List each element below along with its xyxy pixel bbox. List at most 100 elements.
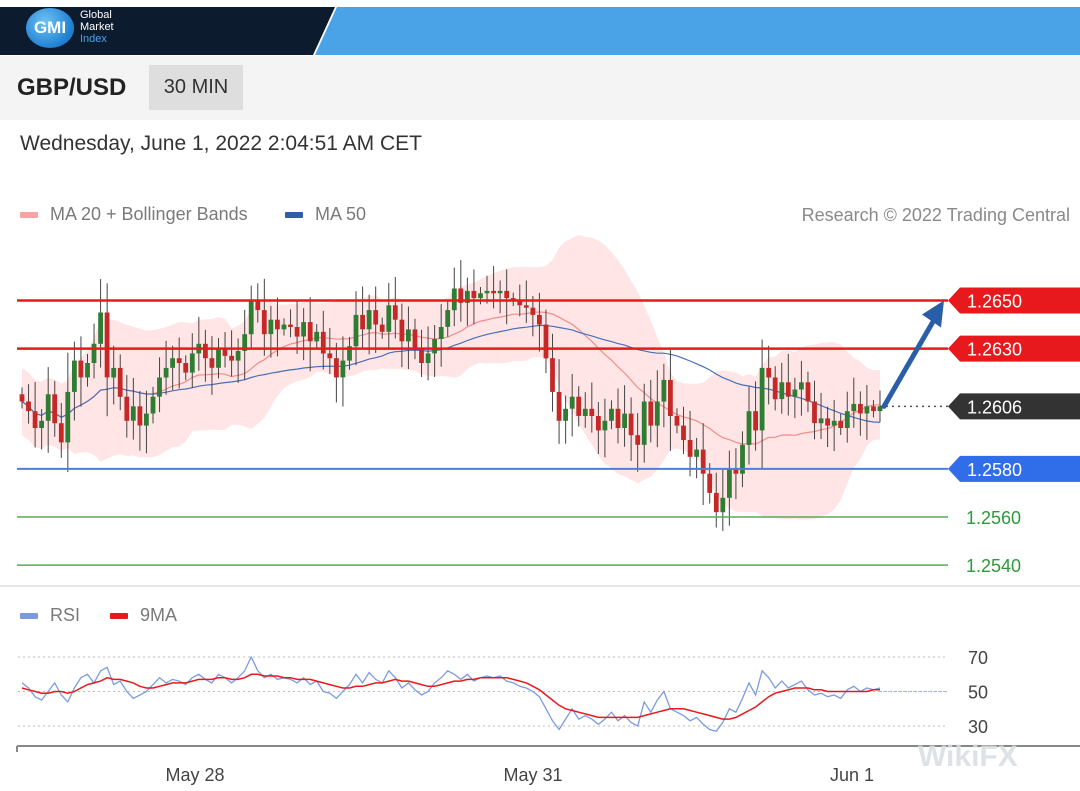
candle xyxy=(720,469,726,531)
brand-name-line2: Market xyxy=(80,21,114,33)
candle xyxy=(235,338,241,383)
candle-body xyxy=(379,324,385,332)
ma50-line xyxy=(21,324,881,423)
candle-body xyxy=(307,322,313,342)
candle xyxy=(39,408,44,450)
candle-body xyxy=(144,413,149,426)
candle-body xyxy=(65,391,71,443)
candle xyxy=(641,383,647,463)
candle-body xyxy=(576,396,582,416)
candle-body xyxy=(668,379,673,416)
candle xyxy=(635,413,641,472)
candle-body xyxy=(347,346,352,361)
candle xyxy=(792,377,798,419)
candle-body xyxy=(386,305,392,332)
candle xyxy=(563,395,568,444)
ma20-line xyxy=(21,311,881,445)
candle-body xyxy=(622,413,627,428)
candle xyxy=(569,373,575,437)
candle xyxy=(556,359,562,444)
candle xyxy=(687,410,693,477)
candle xyxy=(203,329,208,382)
candle-body xyxy=(111,367,117,378)
candle-body xyxy=(98,312,103,344)
candle xyxy=(229,330,234,377)
candle-body xyxy=(609,408,614,421)
candle xyxy=(111,345,117,405)
candle-body xyxy=(648,401,654,426)
rsi-tick-label: 50 xyxy=(968,683,988,703)
chart-datetime: Wednesday, June 1, 2022 2:04:51 AM CET xyxy=(20,132,422,155)
candle-body xyxy=(360,314,365,330)
candle-body xyxy=(812,401,817,424)
candle xyxy=(255,283,261,323)
candle-body xyxy=(235,351,241,361)
candle-body xyxy=(805,382,811,402)
candle xyxy=(825,406,830,447)
candle-body xyxy=(216,348,221,368)
candle xyxy=(334,342,339,403)
level-label-resistance: 1.2650 xyxy=(967,292,1022,312)
candle xyxy=(19,387,25,409)
candle xyxy=(596,402,601,454)
candle-body xyxy=(799,382,804,390)
candles xyxy=(19,260,883,531)
candle xyxy=(609,400,614,430)
candle xyxy=(504,269,510,325)
candle xyxy=(45,367,51,453)
legend-ma50-label: MA 50 xyxy=(315,204,367,224)
level-tag-resistance xyxy=(948,335,1080,362)
candle-body xyxy=(766,367,772,378)
candle-body xyxy=(661,379,667,402)
candle-body xyxy=(412,329,418,349)
candle-body xyxy=(694,449,699,457)
candle xyxy=(432,325,437,377)
candle xyxy=(72,341,77,421)
candle-body xyxy=(32,411,38,428)
candle xyxy=(602,398,608,458)
candle-body xyxy=(556,391,562,421)
candle xyxy=(740,431,745,488)
candle-body xyxy=(818,418,824,424)
bollinger-band xyxy=(22,234,880,520)
candle-body xyxy=(432,339,437,354)
candle-body xyxy=(281,324,287,330)
candle-body xyxy=(117,367,123,397)
rsi-line xyxy=(21,655,881,732)
candle xyxy=(301,308,306,361)
candle-body xyxy=(85,363,90,378)
candle-body xyxy=(753,411,758,431)
candle xyxy=(700,423,706,505)
candle xyxy=(858,391,863,436)
gmi-logo[interactable]: GMI xyxy=(26,8,74,48)
candle-body xyxy=(334,358,339,378)
candle xyxy=(779,362,785,414)
candle xyxy=(484,275,490,304)
timeframe-button[interactable]: 30 MIN xyxy=(149,65,243,110)
candle xyxy=(360,286,365,349)
candle-body xyxy=(654,401,660,426)
rsi-tick-label: 70 xyxy=(968,648,988,668)
candle-body xyxy=(727,468,732,498)
candle-body xyxy=(150,396,156,414)
candle xyxy=(661,363,667,428)
candle xyxy=(471,269,477,325)
candle xyxy=(98,279,103,368)
level-label-support: 1.2580 xyxy=(967,460,1022,480)
candle-body xyxy=(392,305,398,320)
legend-ma20: MA 20 + Bollinger Bands xyxy=(20,204,248,225)
legend-ma20-label: MA 20 + Bollinger Bands xyxy=(50,204,248,224)
candle xyxy=(713,472,719,528)
candle-body xyxy=(569,396,575,409)
candle xyxy=(838,413,844,435)
legend-9ma-label: 9MA xyxy=(140,605,178,625)
candle xyxy=(307,297,313,372)
candle xyxy=(582,392,588,428)
candle-body xyxy=(268,319,274,335)
candle xyxy=(753,381,758,451)
legend-rsi: RSI xyxy=(20,605,80,626)
candle-body xyxy=(203,343,208,359)
candle-body xyxy=(838,420,844,428)
app-header: GMI Global Market Index xyxy=(0,0,1080,56)
